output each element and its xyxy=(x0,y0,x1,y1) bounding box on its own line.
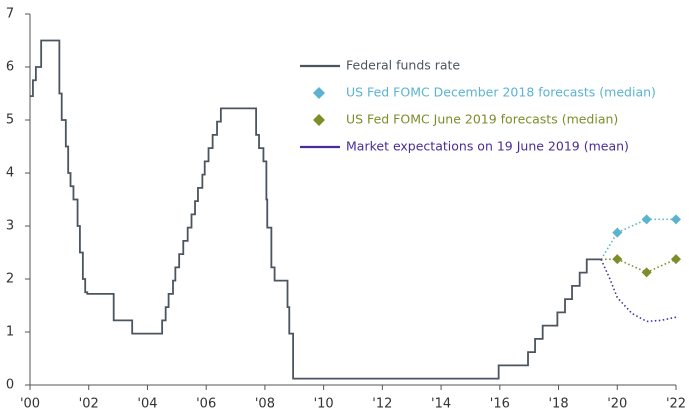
y-tick-label: 0 xyxy=(6,378,14,393)
marker xyxy=(671,254,681,265)
marker xyxy=(671,214,681,225)
x-tick-label: '04 xyxy=(137,397,157,412)
connector xyxy=(600,232,618,260)
y-tick-label: 7 xyxy=(6,7,14,22)
y-tick-label: 4 xyxy=(6,166,14,181)
marker xyxy=(612,254,623,265)
series-line xyxy=(30,39,602,380)
x-tick-label: '20 xyxy=(607,397,627,412)
y-tick-label: 2 xyxy=(6,272,14,287)
x-tick-label: '08 xyxy=(255,397,275,412)
legend-label: Federal funds rate xyxy=(346,58,460,73)
marker xyxy=(641,267,652,278)
legend: Federal funds rate US Fed FOMC December 2… xyxy=(300,58,656,154)
x-tick-label: '12 xyxy=(372,397,392,412)
x-tick-label: '14 xyxy=(431,397,451,412)
x-tick-label: '18 xyxy=(548,397,568,412)
marker xyxy=(641,214,652,225)
y-tick-label: 1 xyxy=(6,325,14,340)
legend-label: US Fed FOMC December 2018 forecasts (med… xyxy=(346,85,656,100)
y-tick-label: 3 xyxy=(6,219,14,234)
y-tick-label: 6 xyxy=(6,60,14,75)
legend-key xyxy=(313,87,325,99)
x-tick-label: '16 xyxy=(490,397,510,412)
x-tick-label: '22 xyxy=(666,397,686,412)
x-tick-label: '06 xyxy=(196,397,216,412)
x-tick-label: '00 xyxy=(20,397,40,412)
x-tick-label: '10 xyxy=(314,397,334,412)
marker xyxy=(612,227,623,238)
series-line xyxy=(600,259,677,323)
y-tick-label: 5 xyxy=(6,113,14,128)
legend-key xyxy=(313,114,325,126)
x-tick-label: '02 xyxy=(79,397,99,412)
legend-label: Market expectations on 19 June 2019 (mea… xyxy=(346,139,629,154)
legend-label: US Fed FOMC June 2019 forecasts (median) xyxy=(346,112,618,127)
